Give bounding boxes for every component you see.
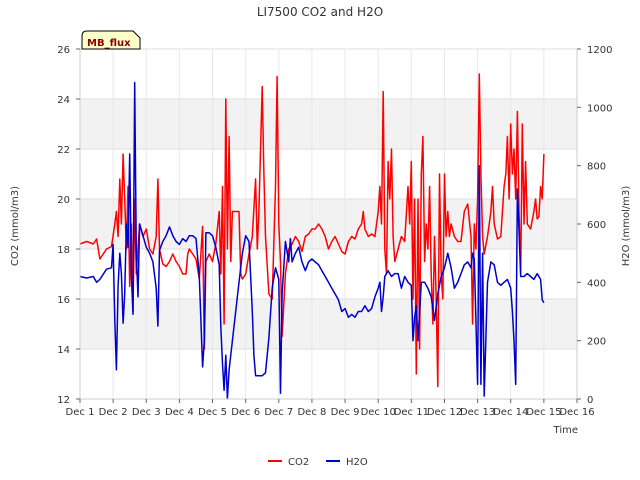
left-tick-label: 12 xyxy=(57,395,70,406)
chart-title: LI7500 CO2 and H2O xyxy=(257,5,383,19)
legend-label-h2o: H2O xyxy=(346,457,368,468)
left-tick-label: 22 xyxy=(57,145,70,156)
right-tick-label: 1200 xyxy=(587,45,612,56)
x-tick-label: Dec 16 xyxy=(559,407,594,418)
badge-box xyxy=(81,30,141,50)
x-tick-label: Dec 3 xyxy=(132,407,161,418)
badge-label: MB_flux xyxy=(87,38,131,49)
right-tick-label: 600 xyxy=(587,220,606,231)
x-tick-label: Dec 12 xyxy=(427,407,462,418)
x-tick-label: Dec 10 xyxy=(361,407,396,418)
left-tick-label: 20 xyxy=(57,195,70,206)
x-tick-label: Dec 4 xyxy=(165,407,194,418)
grid-band xyxy=(80,99,577,149)
legend-label-co2: CO2 xyxy=(288,457,309,468)
legend: CO2 H2O xyxy=(268,457,368,468)
right-tick-label: 200 xyxy=(587,337,606,348)
right-tick-label: 800 xyxy=(587,162,606,173)
left-tick-label: 14 xyxy=(57,345,70,356)
right-tick-label: 0 xyxy=(587,395,593,406)
plot-area xyxy=(80,49,577,399)
x-tick-label: Dec 15 xyxy=(526,407,561,418)
left-tick-label: 26 xyxy=(57,45,70,56)
right-tick-label: 400 xyxy=(587,278,606,289)
x-tick-label: Dec 2 xyxy=(99,407,128,418)
x-tick-label: Dec 9 xyxy=(331,407,360,418)
left-axis-label: CO2 (mmol/m3) xyxy=(10,186,21,266)
x-tick-label: Dec 13 xyxy=(460,407,495,418)
right-tick-label: 1000 xyxy=(587,103,612,114)
left-tick-label: 16 xyxy=(57,295,70,306)
x-tick-label: Dec 11 xyxy=(394,407,429,418)
x-tick-label: Dec 5 xyxy=(198,407,227,418)
x-tick-label: Dec 7 xyxy=(264,407,293,418)
x-tick-label: Dec 6 xyxy=(231,407,260,418)
right-axis-label: H2O (mmol/m3) xyxy=(621,186,632,267)
left-tick-label: 18 xyxy=(57,245,70,256)
badge: MB_flux xyxy=(81,30,141,50)
series-line-h2o xyxy=(79,81,545,400)
left-tick-label: 24 xyxy=(57,95,70,106)
axes: 12 14 16 18 20 22 24 26 0 200 400 600 800 1000 1200 Dec… xyxy=(57,45,612,418)
series-line-co2 xyxy=(79,73,545,388)
x-tick-label: Dec 1 xyxy=(66,407,95,418)
x-tick-label: Dec 14 xyxy=(493,407,528,418)
x-tick-label: Dec 8 xyxy=(297,407,326,418)
grid-band xyxy=(80,299,577,349)
x-axis-label: Time xyxy=(553,425,578,436)
series-layer xyxy=(79,73,545,400)
